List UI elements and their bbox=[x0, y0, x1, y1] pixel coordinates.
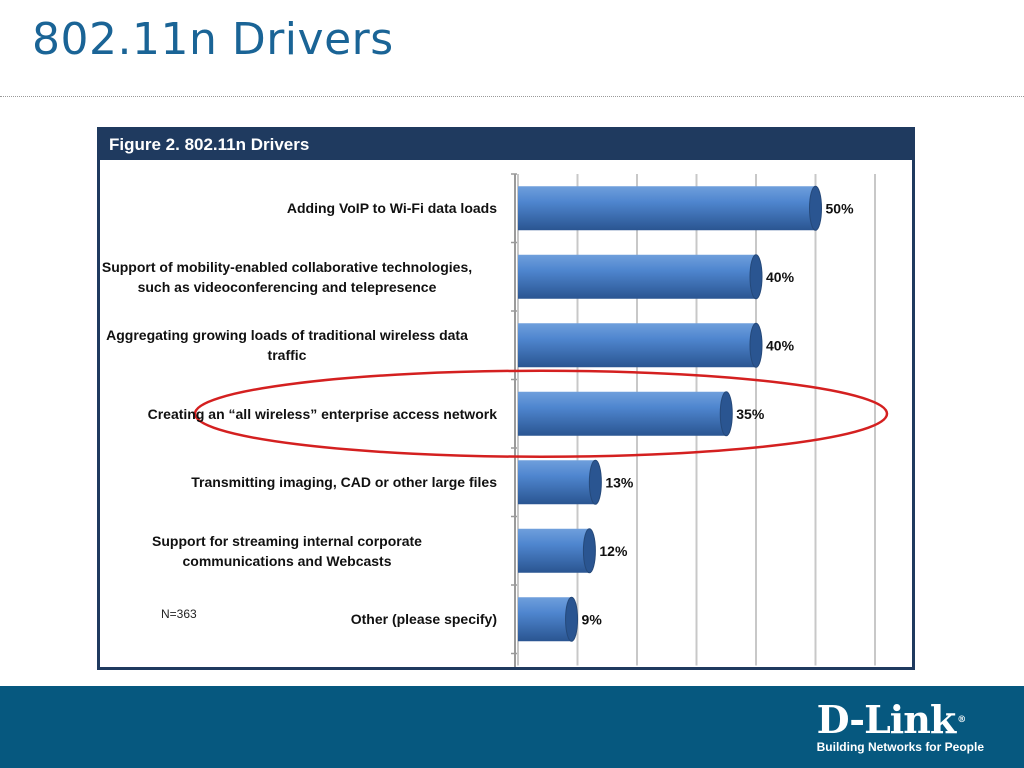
bar-value-label: 13% bbox=[605, 474, 634, 490]
category-label: Other (please specify) bbox=[77, 609, 497, 629]
bar-cap bbox=[809, 185, 822, 231]
bar bbox=[518, 254, 756, 299]
logo-tagline: Building Networks for People bbox=[816, 740, 984, 754]
bar bbox=[518, 597, 572, 642]
category-label-text: Aggregating growing loads of traditional… bbox=[106, 327, 468, 364]
bar-value-label: 9% bbox=[582, 611, 603, 627]
figure-panel: Figure 2. 802.11n Drivers 50% 40% 40% 35% 13… bbox=[97, 127, 915, 670]
slide-title: 802.11n Drivers bbox=[32, 14, 394, 65]
bar bbox=[518, 186, 816, 231]
bar-cap bbox=[582, 528, 596, 574]
sample-size-note: N=363 bbox=[161, 607, 197, 621]
highlight-ellipse bbox=[193, 369, 889, 458]
category-label: Creating an “all wireless” enterprise ac… bbox=[77, 404, 497, 424]
bar-cap bbox=[749, 322, 763, 368]
category-label: Aggregating growing loads of traditional… bbox=[77, 325, 497, 365]
footer-bar: D-Link ® Building Networks for People bbox=[0, 686, 1024, 768]
bar-value-label: 40% bbox=[766, 269, 795, 285]
category-label-text: Other (please specify) bbox=[350, 611, 497, 628]
bar bbox=[518, 528, 590, 573]
category-label-text: Transmitting imaging, CAD or other large… bbox=[191, 474, 497, 491]
bar-cap bbox=[719, 391, 733, 437]
bar bbox=[518, 391, 727, 436]
bar bbox=[518, 460, 596, 505]
bar-cap bbox=[565, 596, 579, 642]
category-label: Support of mobility-enabled collaborativ… bbox=[77, 257, 497, 297]
bar-cap bbox=[749, 254, 763, 300]
category-label-text: Support of mobility-enabled collaborativ… bbox=[101, 258, 473, 295]
category-label-text: Support for streaming internal corporate… bbox=[152, 532, 422, 569]
title-divider bbox=[0, 96, 1024, 97]
registered-mark-icon: ® bbox=[957, 715, 966, 725]
bar-chart: 50% 40% 40% 35% 13% 12% 9% bbox=[193, 173, 889, 667]
category-label: Support for streaming internal corporate… bbox=[77, 531, 497, 571]
bar-value-label: 50% bbox=[826, 200, 855, 216]
bar-cap bbox=[588, 459, 602, 505]
logo-brand: D-Link bbox=[816, 697, 957, 742]
bar bbox=[518, 323, 756, 368]
bar-value-label: 12% bbox=[599, 543, 628, 559]
category-label: Transmitting imaging, CAD or other large… bbox=[77, 472, 497, 492]
figure-header: Figure 2. 802.11n Drivers bbox=[100, 130, 912, 160]
category-label-text: Creating an “all wireless” enterprise ac… bbox=[147, 405, 497, 422]
dlink-logo: D-Link ® Building Networks for People bbox=[816, 697, 984, 755]
bar-value-label: 35% bbox=[736, 406, 765, 422]
bar-value-label: 40% bbox=[766, 337, 795, 353]
category-label: Adding VoIP to Wi-Fi data loads bbox=[77, 198, 497, 218]
category-label-text: Adding VoIP to Wi-Fi data loads bbox=[286, 200, 497, 217]
